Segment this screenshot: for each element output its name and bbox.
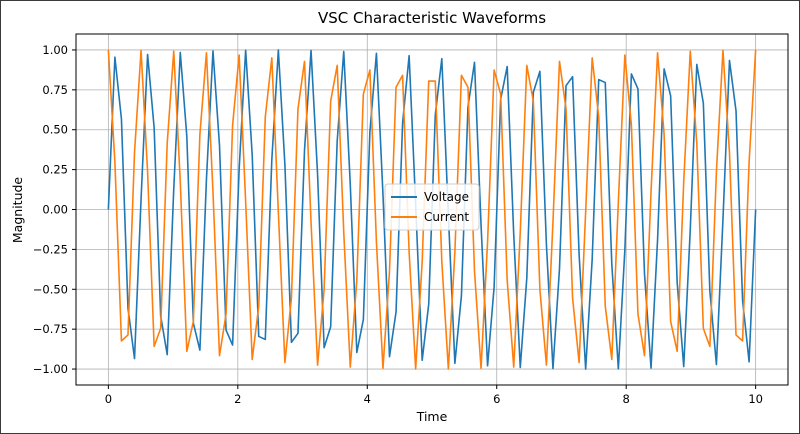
- x-tick-label: 4: [364, 392, 371, 406]
- legend-box: [384, 183, 480, 231]
- ticks: 0 2 4 6 8 10 −1.00 −0.75 −0.50 −0.25 0.00 0.25 0.50 0…: [33, 43, 763, 406]
- legend-label-voltage: Voltage: [424, 190, 469, 204]
- y-tick-label: −0.75: [33, 322, 68, 336]
- y-tick-label: −0.25: [33, 242, 68, 256]
- y-tick-label: 1.00: [42, 43, 68, 57]
- y-tick-label: −1.00: [33, 362, 68, 376]
- y-tick-label: 0.75: [42, 83, 68, 97]
- x-tick-label: 0: [105, 392, 112, 406]
- y-tick-label: −0.50: [33, 282, 68, 296]
- y-tick-label: 0.00: [42, 203, 68, 217]
- y-tick-label: 0.25: [42, 163, 68, 177]
- x-axis-label: Time: [416, 409, 448, 424]
- x-tick-label: 2: [234, 392, 241, 406]
- legend: Voltage Current: [384, 183, 480, 231]
- y-axis-label: Magnitude: [10, 177, 25, 244]
- x-tick-label: 6: [493, 392, 500, 406]
- legend-label-current: Current: [424, 210, 469, 224]
- y-tick-label: 0.50: [42, 123, 68, 137]
- chart-title: VSC Characteristic Waveforms: [318, 9, 546, 27]
- x-tick-label: 8: [623, 392, 630, 406]
- x-tick-label: 10: [748, 392, 763, 406]
- series-line-current: [107, 49, 757, 370]
